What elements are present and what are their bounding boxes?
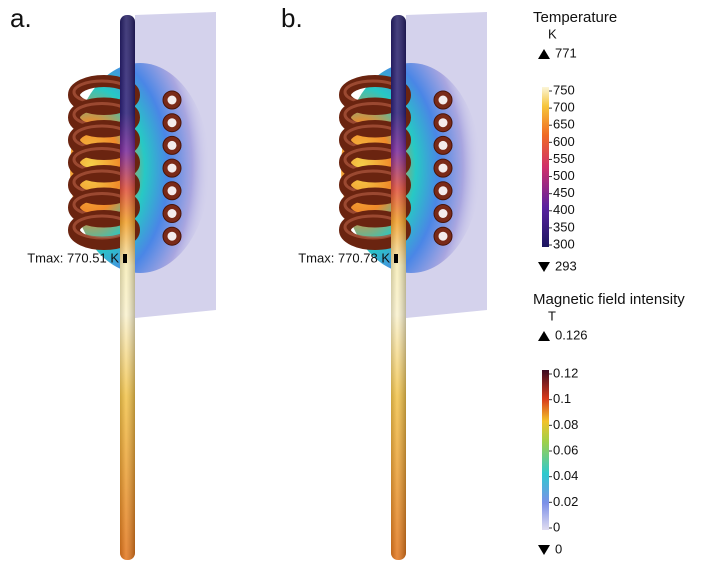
legend-min: 293	[555, 258, 577, 273]
coil-section-hole	[167, 140, 177, 150]
min-triangle	[538, 545, 550, 555]
min-triangle	[538, 262, 550, 272]
color-bar-tick-label: 550	[553, 151, 575, 166]
coil-section-hole	[438, 186, 448, 196]
legend-max: 0.126	[555, 327, 588, 342]
tmax-marker	[394, 254, 398, 263]
color-bar-tick-label: 650	[553, 117, 575, 132]
max-triangle	[538, 49, 550, 59]
color-bar-tick-label: 0.12	[553, 365, 578, 380]
coil-section-hole	[438, 118, 448, 128]
coil-section-hole	[167, 95, 177, 105]
color-bar-tick-label: 0.08	[553, 417, 578, 432]
legend-unit: T	[548, 308, 556, 323]
legend-unit: K	[548, 26, 557, 41]
color-bar	[542, 87, 549, 247]
color-bar-tick-label: 0	[553, 519, 560, 534]
rod-shade	[120, 15, 135, 560]
color-bar-tick-label: 300	[553, 236, 575, 251]
color-bar-tick-label: 0.02	[553, 494, 578, 509]
legend-max: 771	[555, 45, 577, 60]
tmax-marker	[123, 254, 127, 263]
color-bar	[542, 370, 549, 530]
panel: b. Tmax: 770.78 K	[281, 3, 487, 560]
rod-shade	[391, 15, 406, 560]
color-bar-tick-label: 700	[553, 100, 575, 115]
panel: a. Tmax: 770.51 K	[10, 3, 216, 560]
panel-label: a.	[10, 3, 32, 33]
coil-section-hole	[438, 95, 448, 105]
panel-label: b.	[281, 3, 303, 33]
color-bar-tick-label: 750	[553, 82, 575, 97]
tmax-annotation: Tmax: 770.51 K	[27, 250, 119, 265]
color-bar-tick-label: 350	[553, 219, 575, 234]
coil-section-hole	[167, 163, 177, 173]
color-bar-tick-label: 500	[553, 168, 575, 183]
coil-section-hole	[438, 163, 448, 173]
tmax-annotation: Tmax: 770.78 K	[298, 250, 390, 265]
coil-section-hole	[438, 140, 448, 150]
max-triangle	[538, 331, 550, 341]
color-bar-tick-label: 0.06	[553, 442, 578, 457]
color-bar-tick-label: 0.1	[553, 391, 571, 406]
color-bar-tick-label: 450	[553, 185, 575, 200]
coil-section-hole	[167, 118, 177, 128]
coil-section-hole	[438, 231, 448, 241]
legend-min: 0	[555, 541, 562, 556]
coil-section-hole	[167, 231, 177, 241]
legend-title: Temperature	[533, 9, 617, 26]
coil-section-hole	[167, 209, 177, 218]
coil-section-hole	[438, 209, 448, 218]
color-bar-tick-label: 0.04	[553, 468, 578, 483]
coil-section-hole	[167, 186, 177, 196]
legend-title: Magnetic field intensity	[533, 291, 685, 308]
color-bar-tick-label: 400	[553, 202, 575, 217]
color-bar-tick-label: 600	[553, 134, 575, 149]
